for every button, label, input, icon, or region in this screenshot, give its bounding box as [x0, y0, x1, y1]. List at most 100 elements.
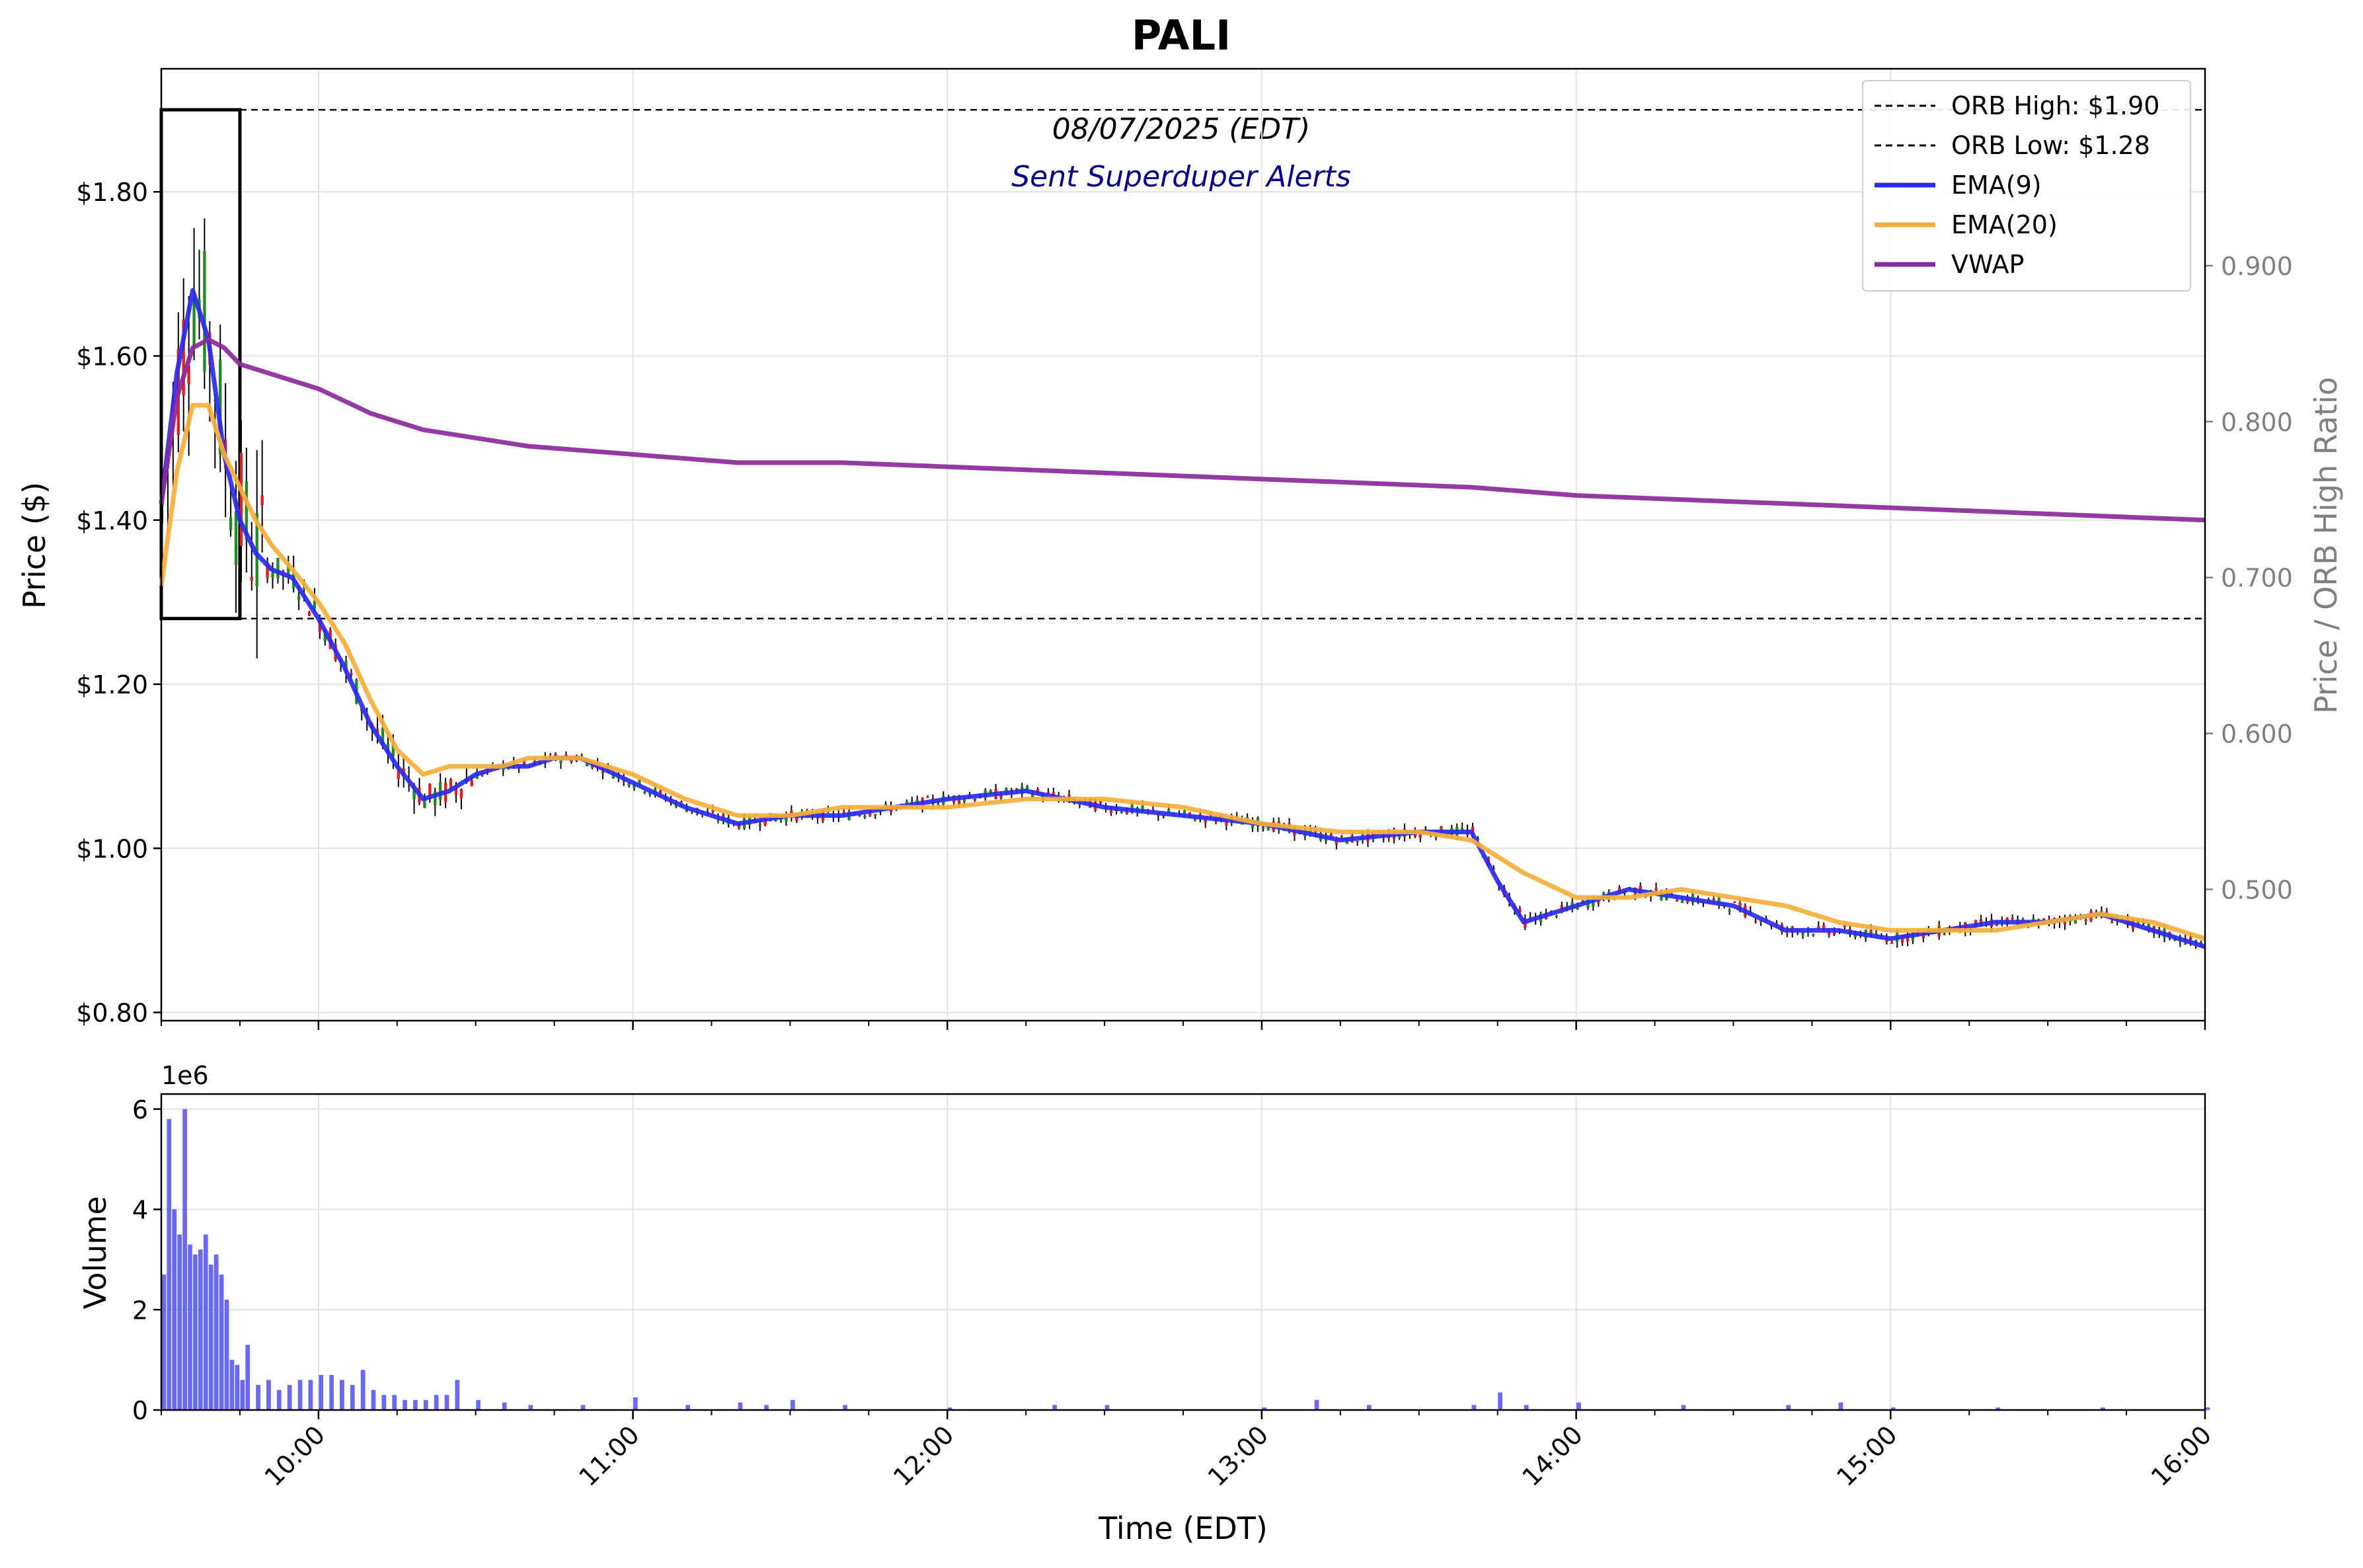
candle-body [1204, 818, 1207, 823]
price-panel-frame [160, 67, 2206, 1022]
candle-body [375, 728, 379, 734]
volume-scale-label: 1e6 [161, 1061, 209, 1090]
volume-bar [308, 1380, 313, 1410]
volume-bar [1995, 1407, 2001, 1410]
candle-body [648, 792, 652, 795]
candle-body [1555, 915, 1559, 917]
volume-bar [1052, 1405, 1058, 1410]
candle-body [381, 728, 385, 743]
candle-body [926, 797, 929, 799]
candle-body [1461, 828, 1464, 830]
candle-body [2011, 917, 2014, 919]
price-y-tick-label: $1.60 [76, 342, 148, 371]
candle-body [449, 779, 453, 789]
candle-body [1418, 832, 1422, 838]
volume-bar [392, 1395, 397, 1410]
candle-body [313, 600, 317, 609]
candle-body [1314, 831, 1317, 833]
vwap-line [159, 337, 2206, 523]
candle-body [307, 611, 311, 616]
candle-body [884, 803, 888, 805]
volume-bar [434, 1395, 439, 1410]
candle-body [869, 813, 872, 816]
volume-bar [276, 1390, 282, 1410]
candle-body [937, 804, 940, 806]
volume-y-tick-label: 4 [132, 1196, 148, 1225]
legend-label-vwap: VWAP [1951, 250, 2024, 279]
volume-bar [193, 1254, 198, 1410]
volume-bar [444, 1395, 449, 1410]
volume-panel-frame [160, 1093, 2206, 1411]
candle-body [638, 780, 641, 785]
volume-bar [1524, 1405, 1529, 1410]
candle-body [1356, 840, 1359, 842]
candle-body [386, 744, 390, 750]
volume-bar [423, 1399, 428, 1410]
legend-label-ema9: EMA(9) [1951, 171, 2042, 200]
volume-bar [208, 1264, 213, 1410]
candle-body [1712, 898, 1715, 900]
candle-body [1581, 900, 1584, 902]
volume-bar [198, 1249, 203, 1410]
candle-body [842, 811, 845, 813]
volume-bar [1890, 1407, 1896, 1410]
volume-bar [1366, 1405, 1372, 1410]
price-y-tick-label: $1.00 [76, 834, 148, 863]
date-label: 08/07/2025 (EDT) [1052, 112, 1310, 146]
candle-body [737, 825, 741, 829]
candle-body [192, 298, 196, 346]
candle-body [245, 481, 249, 540]
candle-body [1261, 826, 1265, 829]
volume-bar [1838, 1402, 1843, 1410]
volume-bar [1786, 1405, 1791, 1410]
candle-body [350, 672, 353, 676]
candle-body [1827, 931, 1831, 935]
candle-body [391, 743, 395, 757]
candle-body [255, 513, 258, 587]
candle-body [1759, 920, 1763, 922]
candle-body [276, 557, 280, 578]
candle-body [658, 790, 662, 793]
candle-body [250, 576, 253, 581]
candle-body [1120, 812, 1124, 814]
candle-body [2142, 922, 2146, 924]
volume-bar [947, 1407, 952, 1410]
volume-bar [1498, 1392, 1502, 1410]
volume-bar [685, 1405, 691, 1410]
volume-bar [843, 1405, 847, 1410]
volume-bar [1576, 1402, 1581, 1410]
candle-body [229, 517, 233, 530]
volume-bar [319, 1374, 324, 1410]
y-axis-label: Price ($) [17, 482, 52, 609]
candle-body [1654, 888, 1658, 891]
volume-bar [172, 1209, 177, 1410]
candle-body [397, 767, 400, 779]
candle-body [2021, 919, 2025, 921]
volume-bar [161, 1274, 167, 1410]
candle-body [1266, 826, 1270, 831]
volume-bar [476, 1399, 481, 1410]
candle-body [323, 633, 327, 642]
volume-bar [235, 1364, 240, 1410]
candle-body [266, 562, 269, 578]
candle-body [1141, 805, 1144, 812]
volume-bar [2100, 1407, 2105, 1410]
candle-body [1728, 910, 1731, 912]
volume-bar [633, 1397, 638, 1410]
volume-axis-label: Volume [77, 1196, 113, 1309]
volume-bar [455, 1380, 460, 1410]
candle-body [2042, 918, 2046, 920]
price-y-tick-label: $1.80 [76, 178, 148, 207]
candle-body [344, 660, 348, 670]
volume-y-tick-label: 0 [132, 1396, 148, 1425]
candle-body [1853, 933, 1857, 937]
candle-body [234, 511, 238, 565]
volume-bar [528, 1405, 533, 1410]
candle-body [874, 814, 877, 816]
candle-body [187, 365, 190, 385]
legend-box [1862, 80, 2191, 292]
candle-body [428, 783, 432, 797]
legend-label-ema20: EMA(20) [1951, 210, 2058, 239]
candle-body [1733, 901, 1736, 903]
